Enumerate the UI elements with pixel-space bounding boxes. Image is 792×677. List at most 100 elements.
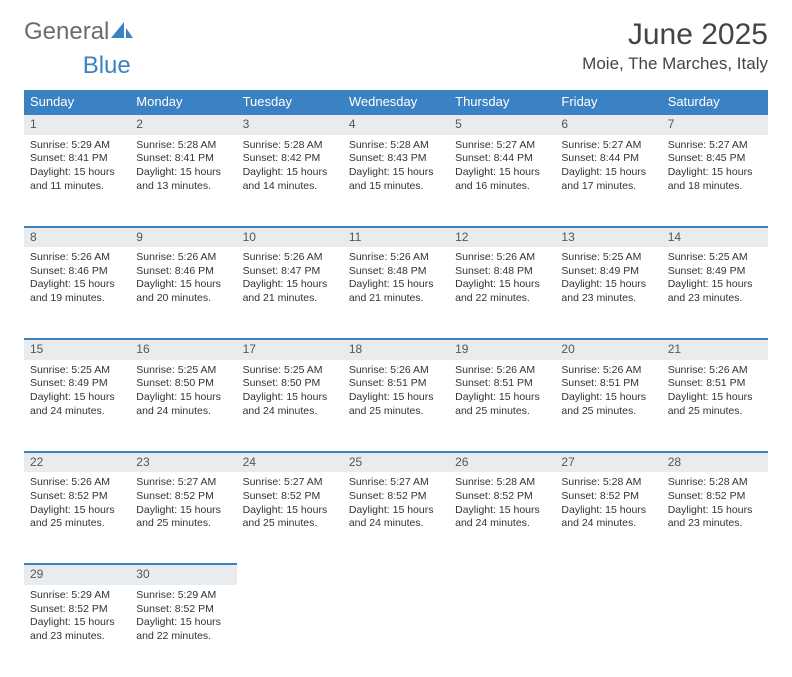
content-row: Sunrise: 5:26 AMSunset: 8:46 PMDaylight:… xyxy=(24,247,768,339)
sunrise-line: Sunrise: 5:26 AM xyxy=(136,251,230,265)
daylight-line: Daylight: 15 hours and 24 minutes. xyxy=(136,391,230,418)
sunset-line: Sunset: 8:51 PM xyxy=(455,377,549,391)
day-number: 17 xyxy=(237,339,343,360)
sunrise-line: Sunrise: 5:27 AM xyxy=(455,139,549,153)
day-number: 9 xyxy=(130,227,236,248)
sunrise-line: Sunrise: 5:28 AM xyxy=(349,139,443,153)
sunset-line: Sunset: 8:52 PM xyxy=(136,603,230,617)
daylight-line: Daylight: 15 hours and 24 minutes. xyxy=(349,504,443,531)
day-cell-body: Sunrise: 5:26 AMSunset: 8:46 PMDaylight:… xyxy=(130,247,236,314)
day-cell: Sunrise: 5:28 AMSunset: 8:52 PMDaylight:… xyxy=(662,472,768,564)
sunrise-line: Sunrise: 5:25 AM xyxy=(668,251,762,265)
daylight-line: Daylight: 15 hours and 24 minutes. xyxy=(455,504,549,531)
sunset-line: Sunset: 8:43 PM xyxy=(349,152,443,166)
daylight-line: Daylight: 15 hours and 21 minutes. xyxy=(243,278,337,305)
daylight-line: Daylight: 15 hours and 24 minutes. xyxy=(30,391,124,418)
weekday-header: Tuesday xyxy=(237,90,343,114)
day-cell: Sunrise: 5:26 AMSunset: 8:48 PMDaylight:… xyxy=(343,247,449,339)
day-cell xyxy=(237,585,343,677)
day-cell-body: Sunrise: 5:26 AMSunset: 8:51 PMDaylight:… xyxy=(555,360,661,427)
sunset-line: Sunset: 8:50 PM xyxy=(136,377,230,391)
day-cell: Sunrise: 5:25 AMSunset: 8:50 PMDaylight:… xyxy=(237,360,343,452)
sunset-line: Sunset: 8:51 PM xyxy=(349,377,443,391)
sunrise-line: Sunrise: 5:29 AM xyxy=(136,589,230,603)
daylight-line: Daylight: 15 hours and 22 minutes. xyxy=(455,278,549,305)
day-cell-body: Sunrise: 5:27 AMSunset: 8:44 PMDaylight:… xyxy=(555,135,661,202)
sunrise-line: Sunrise: 5:29 AM xyxy=(30,139,124,153)
day-number: 21 xyxy=(662,339,768,360)
day-cell xyxy=(343,585,449,677)
day-cell: Sunrise: 5:27 AMSunset: 8:45 PMDaylight:… xyxy=(662,135,768,227)
day-number xyxy=(555,564,661,585)
day-cell-body: Sunrise: 5:28 AMSunset: 8:43 PMDaylight:… xyxy=(343,135,449,202)
daylight-line: Daylight: 15 hours and 16 minutes. xyxy=(455,166,549,193)
daylight-line: Daylight: 15 hours and 17 minutes. xyxy=(561,166,655,193)
day-cell-body: Sunrise: 5:28 AMSunset: 8:41 PMDaylight:… xyxy=(130,135,236,202)
title-block: June 2025 Moie, The Marches, Italy xyxy=(582,18,768,74)
day-cell: Sunrise: 5:25 AMSunset: 8:49 PMDaylight:… xyxy=(24,360,130,452)
day-cell-body: Sunrise: 5:26 AMSunset: 8:51 PMDaylight:… xyxy=(662,360,768,427)
day-number: 13 xyxy=(555,227,661,248)
day-number: 18 xyxy=(343,339,449,360)
daylight-line: Daylight: 15 hours and 23 minutes. xyxy=(668,278,762,305)
day-cell: Sunrise: 5:25 AMSunset: 8:49 PMDaylight:… xyxy=(555,247,661,339)
logo-sail-icon xyxy=(111,20,133,40)
day-cell-body: Sunrise: 5:26 AMSunset: 8:52 PMDaylight:… xyxy=(24,472,130,539)
sunset-line: Sunset: 8:52 PM xyxy=(561,490,655,504)
daylight-line: Daylight: 15 hours and 25 minutes. xyxy=(668,391,762,418)
daylight-line: Daylight: 15 hours and 15 minutes. xyxy=(349,166,443,193)
day-number: 5 xyxy=(449,114,555,135)
calendar-head: SundayMondayTuesdayWednesdayThursdayFrid… xyxy=(24,90,768,114)
sunset-line: Sunset: 8:52 PM xyxy=(243,490,337,504)
day-cell: Sunrise: 5:25 AMSunset: 8:50 PMDaylight:… xyxy=(130,360,236,452)
day-number: 19 xyxy=(449,339,555,360)
day-cell-body: Sunrise: 5:26 AMSunset: 8:51 PMDaylight:… xyxy=(449,360,555,427)
daylight-line: Daylight: 15 hours and 22 minutes. xyxy=(136,616,230,643)
sunrise-line: Sunrise: 5:26 AM xyxy=(561,364,655,378)
day-number: 16 xyxy=(130,339,236,360)
content-row: Sunrise: 5:26 AM Sunset: 8:52 PM Daylight:… xyxy=(24,472,768,564)
day-number: 24 xyxy=(237,452,343,473)
month-title: June 2025 xyxy=(582,18,768,52)
day-cell-body: Sunrise: 5:27 AMSunset: 8:52 PMDaylight:… xyxy=(343,472,449,539)
content-row: Sunrise: 5:29 AMSunset: 8:41 PMDaylight:… xyxy=(24,135,768,227)
sunset-line: Sunset: 8:48 PM xyxy=(455,265,549,279)
sunrise-line: Sunrise: 5:25 AM xyxy=(243,364,337,378)
day-cell-body: Sunrise: 5:29 AMSunset: 8:52 PMDaylight:… xyxy=(130,585,236,652)
weekday-header: Thursday xyxy=(449,90,555,114)
day-number: 29 xyxy=(24,564,130,585)
sunrise-line: Sunrise: 5:26 AM xyxy=(349,364,443,378)
sunrise-line: Sunrise: 5:26 AM xyxy=(30,251,124,265)
day-cell-body: Sunrise: 5:26 AMSunset: 8:46 PMDaylight:… xyxy=(24,247,130,314)
sunrise-line: Sunrise: 5:27 AM xyxy=(561,139,655,153)
sunset-line: Sunset: 8:44 PM xyxy=(561,152,655,166)
day-cell: Sunrise: 5:27 AMSunset: 8:52 PMDaylight:… xyxy=(130,472,236,564)
sunrise-line: Sunrise: 5:26 AM xyxy=(30,476,124,490)
day-cell-body: Sunrise: 5:25 AMSunset: 8:50 PMDaylight:… xyxy=(130,360,236,427)
day-number xyxy=(449,564,555,585)
day-cell-body: Sunrise: 5:28 AMSunset: 8:52 PMDaylight:… xyxy=(449,472,555,539)
day-number: 25 xyxy=(343,452,449,473)
weekday-header: Wednesday xyxy=(343,90,449,114)
daynum-row: 15161718192021 xyxy=(24,339,768,360)
day-number: 15 xyxy=(24,339,130,360)
daylight-line: Daylight: 15 hours and 20 minutes. xyxy=(136,278,230,305)
day-number: 28 xyxy=(662,452,768,473)
day-cell: Sunrise: 5:28 AMSunset: 8:52 PMDaylight:… xyxy=(449,472,555,564)
weekday-header: Monday xyxy=(130,90,236,114)
sunrise-line: Sunrise: 5:27 AM xyxy=(243,476,337,490)
sunrise-line: Sunrise: 5:27 AM xyxy=(668,139,762,153)
day-number: 11 xyxy=(343,227,449,248)
sunrise-line: Sunrise: 5:25 AM xyxy=(30,364,124,378)
sunrise-line: Sunrise: 5:25 AM xyxy=(136,364,230,378)
day-cell-body: Sunrise: 5:25 AMSunset: 8:49 PMDaylight:… xyxy=(662,247,768,314)
day-number xyxy=(662,564,768,585)
sunset-line: Sunset: 8:46 PM xyxy=(136,265,230,279)
sunset-line: Sunset: 8:52 PM xyxy=(136,490,230,504)
daylight-line: Daylight: 15 hours and 23 minutes. xyxy=(561,278,655,305)
day-cell xyxy=(555,585,661,677)
day-number: 8 xyxy=(24,227,130,248)
day-number: 1 xyxy=(24,114,130,135)
day-number xyxy=(237,564,343,585)
sunrise-line: Sunrise: 5:28 AM xyxy=(668,476,762,490)
